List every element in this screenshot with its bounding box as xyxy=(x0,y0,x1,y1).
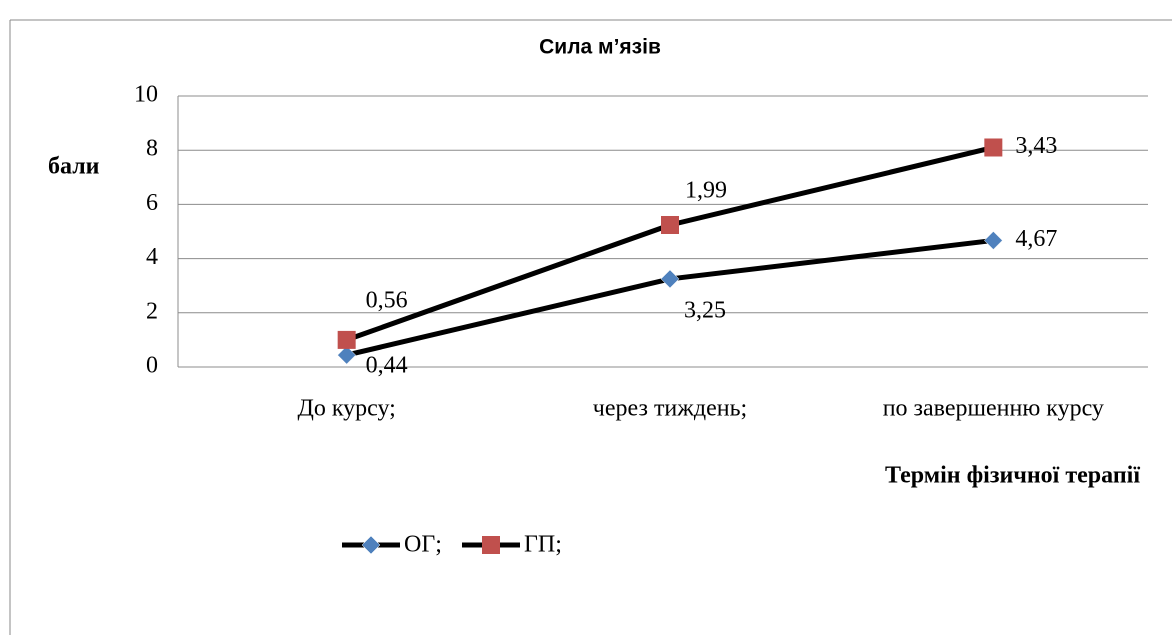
data-label: 0,44 xyxy=(366,353,408,379)
y-tick-label: 0 xyxy=(146,353,158,379)
y-tick-label: 2 xyxy=(146,298,158,324)
series-line xyxy=(346,237,994,358)
series-line xyxy=(345,145,994,343)
data-label: 0,56 xyxy=(366,287,408,313)
data-label: 3,43 xyxy=(1015,133,1057,159)
y-tick-label: 6 xyxy=(146,190,158,216)
data-point xyxy=(661,215,679,234)
data-point xyxy=(337,330,356,349)
data-label: 4,67 xyxy=(1015,226,1057,252)
data-point xyxy=(337,345,357,365)
x-axis-label: Термін фізичної терапії xyxy=(885,463,1140,489)
chart-title: Сила м’язів xyxy=(539,36,661,59)
x-tick-label: по завершенню курсу xyxy=(883,396,1104,422)
legend-marker xyxy=(361,535,381,555)
data-point xyxy=(660,269,680,289)
y-axis-label: бали xyxy=(48,154,100,180)
y-tick-label: 4 xyxy=(146,244,158,270)
data-label: 3,25 xyxy=(684,297,726,323)
y-tick-label: 10 xyxy=(134,82,158,108)
x-tick-label: До курсу; xyxy=(297,396,395,422)
legend-label: ОГ; xyxy=(404,532,442,558)
y-tick-label: 8 xyxy=(146,136,158,162)
x-tick-label: через тиждень; xyxy=(593,396,747,422)
data-point xyxy=(983,231,1003,250)
legend-marker xyxy=(482,536,500,554)
legend-label: ГП; xyxy=(524,532,562,558)
data-label: 1,99 xyxy=(685,177,727,203)
data-point xyxy=(984,138,1003,157)
